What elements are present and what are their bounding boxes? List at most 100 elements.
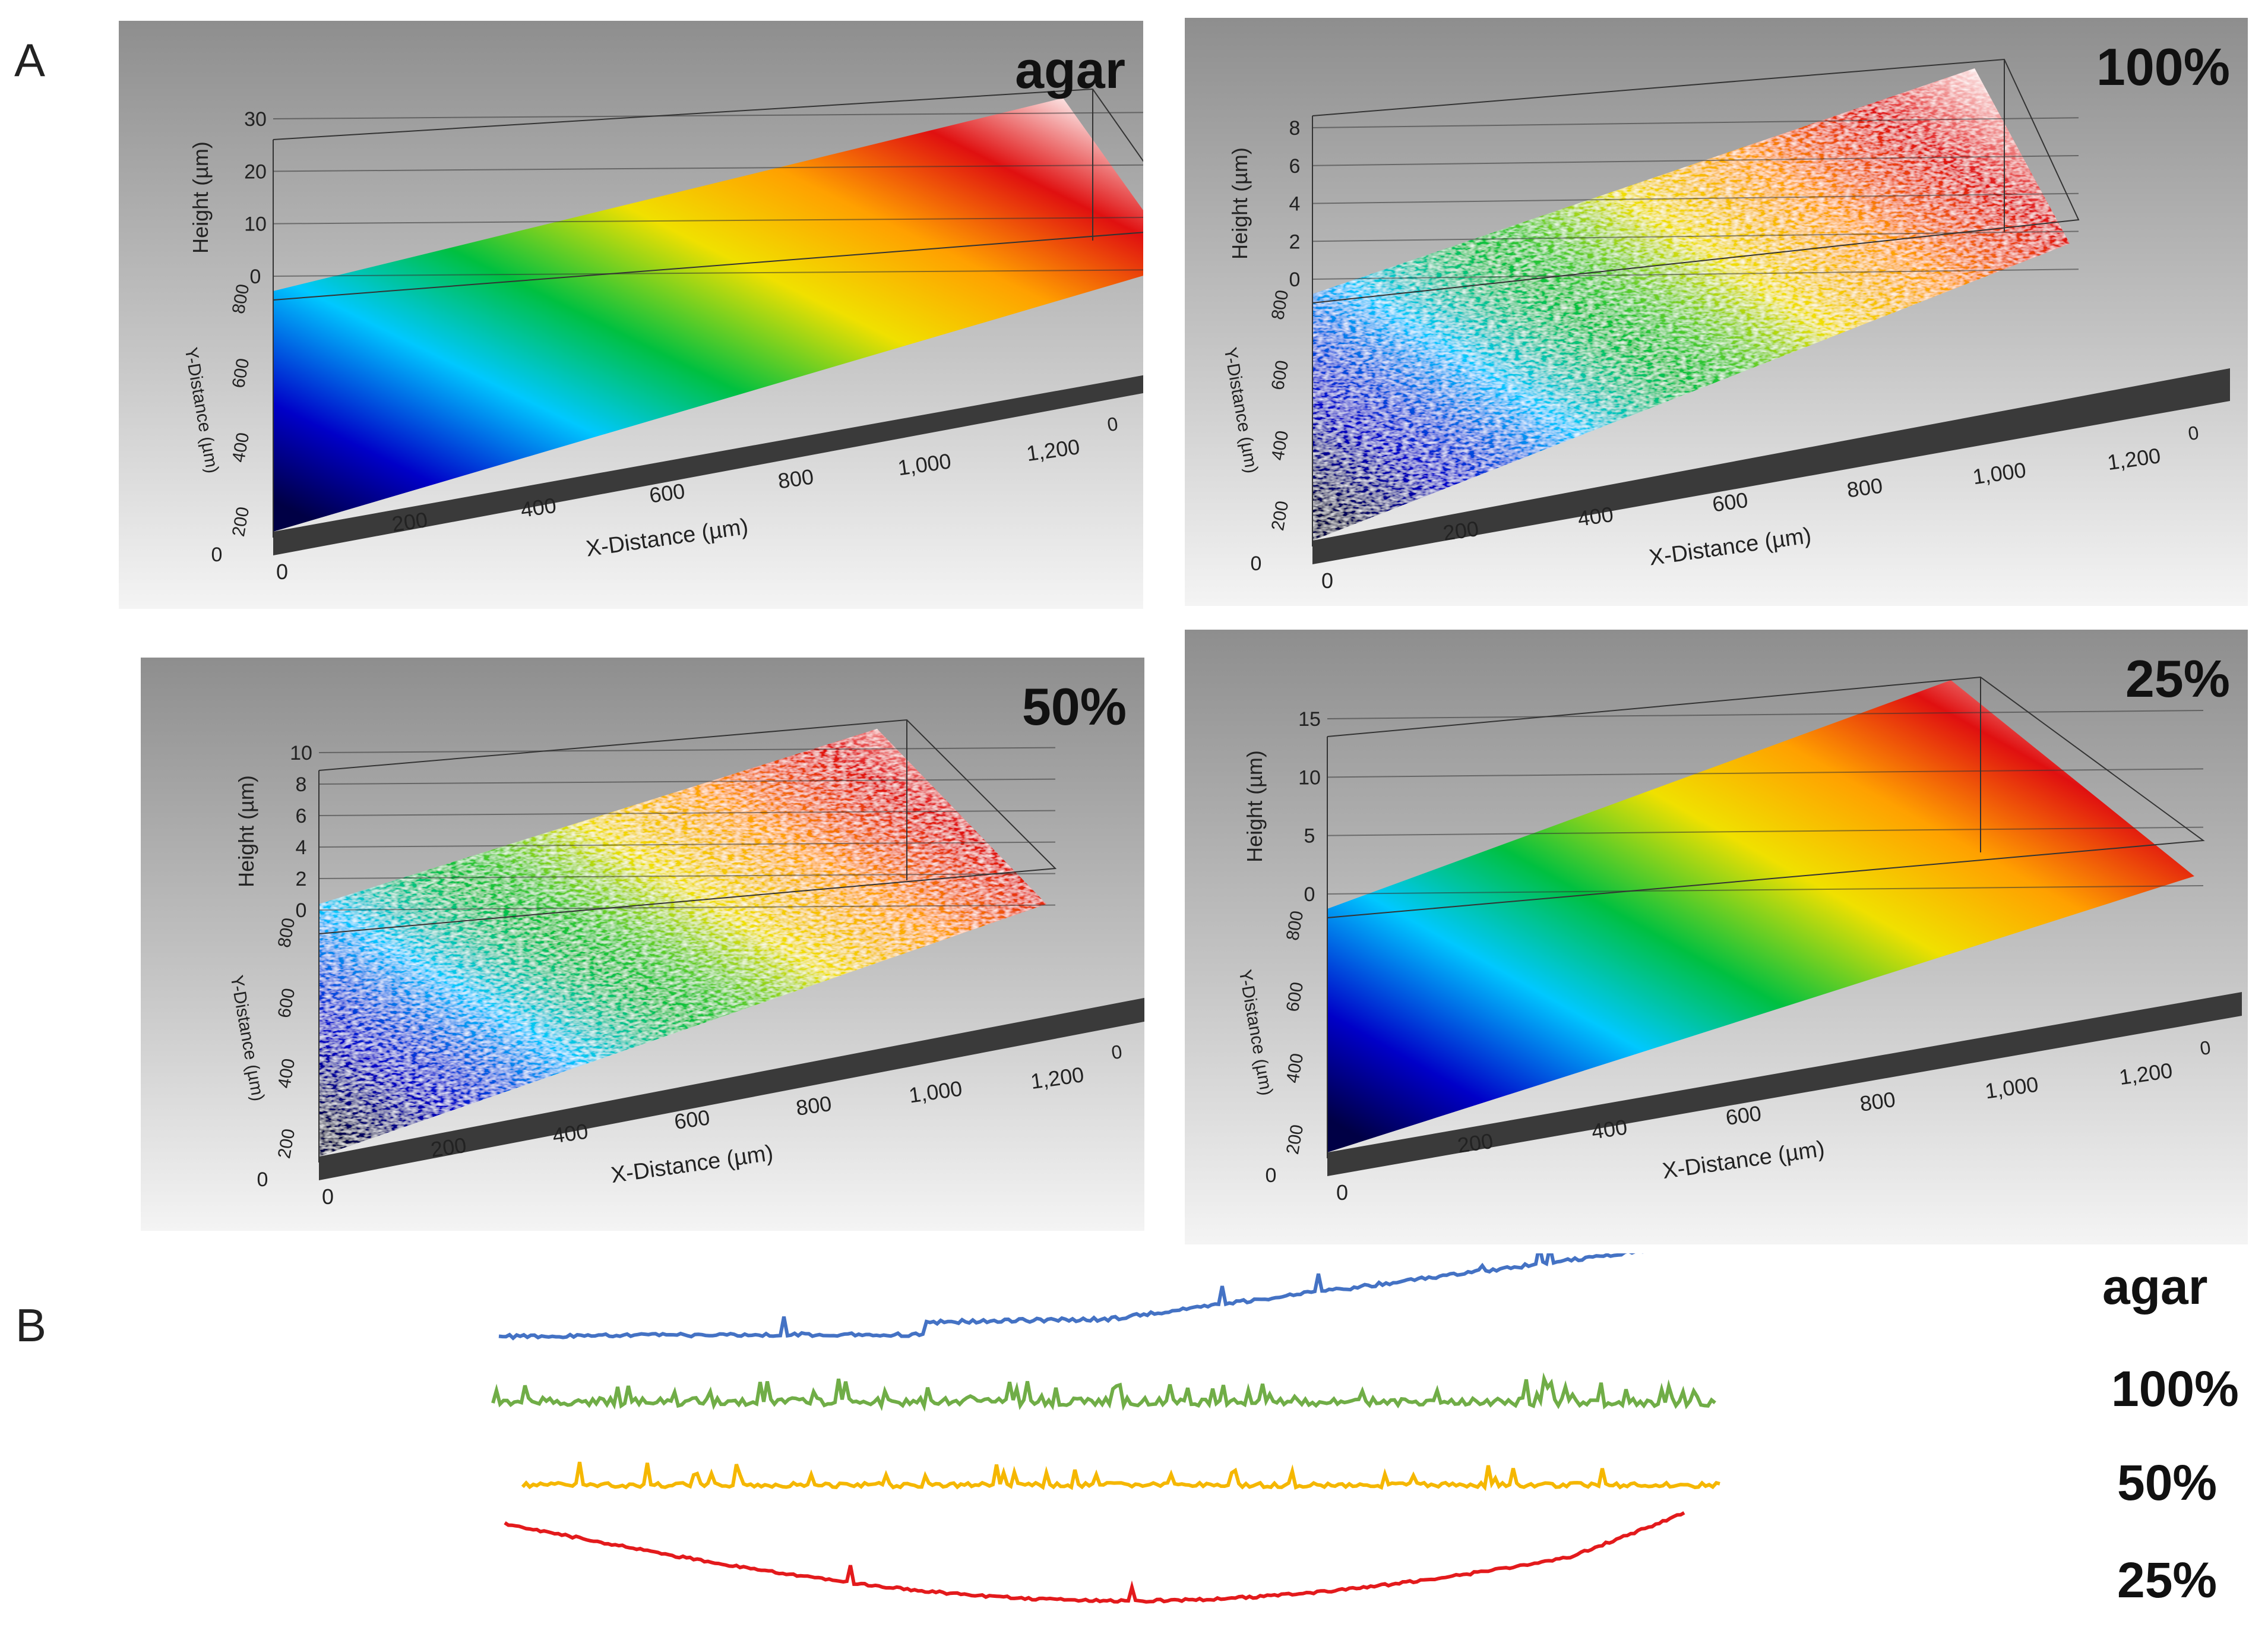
panel-a-letter: A xyxy=(14,34,46,86)
x-tick-label: 200 xyxy=(1441,516,1480,545)
x-end-zero-label: 0 xyxy=(1110,1041,1124,1063)
sample-title: 50% xyxy=(1021,677,1127,736)
x-tick-label: 400 xyxy=(1590,1114,1628,1143)
height-tick-label: 4 xyxy=(296,836,307,859)
gridline xyxy=(1327,710,2204,719)
surface-plot-50: 0 2 4 6 8 10 Height (µm) 200 400 600 800 Y-Distance… xyxy=(141,658,1144,1231)
y-zero-label: 0 xyxy=(211,544,223,566)
x-tick-label: 200 xyxy=(429,1133,468,1162)
sample-title: 25% xyxy=(2125,649,2230,708)
profile-label-50: 50% xyxy=(2117,1455,2218,1511)
height-tick-label: 2 xyxy=(296,868,307,890)
height-axis-label: Height (µm) xyxy=(1228,147,1252,260)
x-tick-label: 600 xyxy=(1711,488,1750,517)
axes-box xyxy=(1312,58,2080,546)
sample-title: agar xyxy=(1015,40,1125,99)
gridline xyxy=(1312,268,2079,280)
x-tick-label: 600 xyxy=(673,1105,711,1134)
gridline xyxy=(1312,192,2079,204)
x-tick-label: 800 xyxy=(1858,1087,1897,1116)
y-zero-label: 0 xyxy=(1266,1164,1277,1187)
height-surface xyxy=(273,98,1143,532)
height-tick-label: 0 xyxy=(1304,883,1315,906)
profile-line-agar xyxy=(498,1253,1644,1341)
gridline xyxy=(1327,826,2204,836)
height-tick-label: 8 xyxy=(296,773,307,796)
x-tick-label: 0 xyxy=(322,1184,334,1209)
surface-plot-100: 0 2 4 6 8 Height (µm) 200 400 600 800 Y-Distance (… xyxy=(1185,18,2248,606)
axes-box xyxy=(273,88,1143,538)
profile-label-25: 25% xyxy=(2117,1552,2218,1608)
profile-lines-chart xyxy=(491,1253,1720,1604)
height-axis-label: Height (µm) xyxy=(1242,750,1267,863)
profile-label-agar: agar xyxy=(2102,1259,2208,1315)
gridline xyxy=(318,873,1056,879)
profile-label-100: 100% xyxy=(2111,1361,2239,1417)
height-axis-label: Height (µm) xyxy=(188,141,213,254)
gridline xyxy=(273,164,1143,172)
height-tick-label: 0 xyxy=(250,266,261,288)
gridline xyxy=(273,217,1143,225)
x-tick-label: 200 xyxy=(390,507,429,536)
x-end-zero-label: 0 xyxy=(2187,422,2200,444)
x-end-zero-label: 0 xyxy=(1106,413,1119,435)
panel-b-letter: B xyxy=(15,1299,47,1351)
x-tick-label: 200 xyxy=(1456,1129,1494,1158)
height-surface xyxy=(1327,680,2194,1152)
height-tick-label: 6 xyxy=(296,805,307,827)
height-tick-label: 4 xyxy=(1289,193,1301,216)
height-axis-label: Height (µm) xyxy=(234,775,258,887)
axes-box xyxy=(318,719,1057,1162)
gridline xyxy=(318,904,1056,911)
gridline xyxy=(273,112,1143,119)
x-tick-label: 0 xyxy=(276,560,288,584)
gridline xyxy=(1327,885,2204,895)
gridline xyxy=(318,841,1056,848)
height-tick-label: 5 xyxy=(1304,825,1315,848)
x-tick-label: 600 xyxy=(1724,1101,1763,1130)
profile-line-50 xyxy=(521,1461,1720,1492)
surface-side-wall xyxy=(1312,368,2230,564)
surface-plot-25: 0 5 10 15 Height (µm) 200 400 600 800 Y-Distance … xyxy=(1185,630,2248,1244)
height-tick-label: 20 xyxy=(244,160,267,183)
x-tick-label: 0 xyxy=(1336,1180,1348,1205)
sample-title: 100% xyxy=(2096,37,2230,96)
height-tick-label: 15 xyxy=(1298,708,1321,731)
surface-side-wall xyxy=(319,997,1144,1180)
x-tick-label: 400 xyxy=(1576,502,1615,531)
gridline xyxy=(1327,768,2204,778)
gridline xyxy=(318,778,1056,785)
profile-line-25 xyxy=(504,1511,1685,1604)
x-tick-label: 0 xyxy=(1321,568,1333,593)
height-tick-label: 10 xyxy=(244,213,267,236)
profile-line-100 xyxy=(491,1372,1716,1412)
surface-side-wall xyxy=(273,375,1143,555)
y-zero-label: 0 xyxy=(257,1168,268,1191)
gridline xyxy=(273,269,1143,277)
height-tick-label: 0 xyxy=(296,899,307,922)
x-tick-label: 800 xyxy=(776,464,815,493)
gridline xyxy=(1312,117,2079,128)
x-tick-label: 600 xyxy=(648,479,687,508)
axes-box xyxy=(1327,676,2205,1158)
gridline xyxy=(318,810,1056,816)
x-tick-label: 800 xyxy=(795,1091,833,1120)
surface-plot-agar: 0 10 20 30 Height (µm) 200 400 600 800 Y-Distance… xyxy=(119,21,1143,609)
x-end-zero-label: 0 xyxy=(2199,1037,2212,1059)
height-tick-label: 8 xyxy=(1289,117,1301,140)
height-tick-label: 30 xyxy=(244,108,267,131)
gridline xyxy=(1312,230,2079,242)
height-surface xyxy=(319,729,1046,1157)
x-tick-label: 400 xyxy=(519,493,558,522)
height-surface xyxy=(1312,68,2070,541)
height-tick-label: 6 xyxy=(1289,155,1301,178)
surface-side-wall xyxy=(1327,992,2242,1176)
x-tick-label: 400 xyxy=(551,1119,590,1148)
height-tick-label: 2 xyxy=(1289,230,1301,253)
y-zero-label: 0 xyxy=(1251,552,1262,575)
height-tick-label: 0 xyxy=(1289,268,1301,291)
